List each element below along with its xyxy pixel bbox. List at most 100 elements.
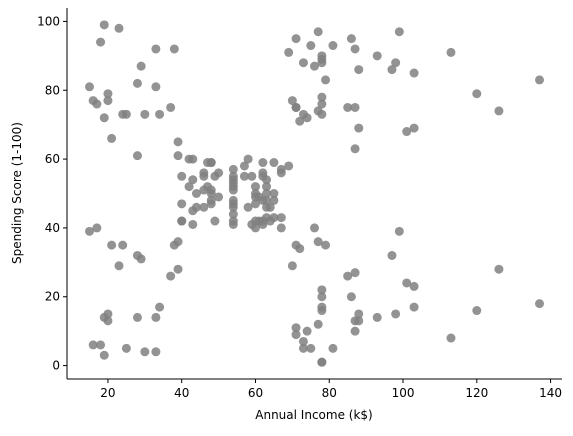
point [118, 240, 128, 250]
point [269, 189, 279, 198]
point [317, 292, 327, 302]
x-tick-label: 120 [465, 386, 488, 400]
point [298, 343, 308, 353]
point [107, 133, 117, 143]
point [96, 37, 106, 47]
point [243, 202, 253, 212]
point [250, 182, 260, 192]
point [228, 164, 238, 174]
point [188, 175, 198, 185]
point [291, 330, 301, 340]
point [391, 58, 401, 68]
point [350, 326, 360, 336]
point [262, 195, 272, 205]
point [409, 302, 419, 312]
y-tick-label: 80 [45, 83, 60, 97]
point [140, 109, 150, 119]
point [151, 312, 161, 322]
point [409, 281, 419, 291]
point [151, 44, 161, 54]
x-tick-label: 40 [174, 386, 189, 400]
point [291, 102, 301, 112]
point [228, 185, 238, 195]
point [302, 326, 312, 336]
point [313, 27, 323, 37]
point [276, 223, 286, 233]
point [321, 240, 331, 250]
point [269, 158, 279, 168]
point [173, 264, 183, 274]
point [402, 278, 412, 288]
point [155, 302, 165, 312]
point [354, 123, 364, 133]
point [317, 285, 327, 295]
point [328, 41, 338, 51]
point [354, 309, 364, 319]
point [310, 61, 319, 71]
point [96, 340, 106, 350]
point [169, 44, 179, 54]
point [177, 171, 187, 181]
point [243, 154, 253, 164]
point [206, 158, 216, 168]
x-tick-label: 80 [322, 386, 337, 400]
point [291, 323, 301, 333]
point [317, 99, 327, 109]
point [287, 261, 297, 271]
point [258, 168, 268, 178]
point [350, 268, 360, 278]
point [114, 261, 124, 271]
x-tick-label: 60 [248, 386, 263, 400]
point [121, 343, 131, 353]
x-tick-label: 140 [539, 386, 562, 400]
point [317, 92, 327, 102]
point [132, 78, 142, 88]
point [177, 199, 187, 209]
point [350, 44, 360, 54]
point [250, 199, 260, 209]
point [107, 240, 117, 250]
point [99, 20, 109, 30]
point [151, 347, 161, 357]
point [446, 47, 456, 57]
point [317, 109, 327, 119]
point [391, 309, 401, 319]
point [494, 264, 504, 274]
point [310, 223, 319, 233]
point [328, 343, 338, 353]
point [85, 226, 94, 236]
point [88, 340, 98, 350]
point [346, 34, 356, 44]
point [291, 34, 301, 44]
point [206, 189, 216, 198]
point [173, 237, 183, 247]
point [269, 213, 279, 223]
point [103, 96, 113, 106]
point [306, 41, 316, 51]
point [287, 96, 297, 106]
point [103, 316, 113, 326]
y-tick-label: 0 [52, 359, 60, 373]
y-tick-label: 40 [45, 221, 60, 235]
point [302, 113, 312, 123]
point [372, 312, 382, 322]
point [402, 127, 412, 137]
point [472, 89, 482, 99]
point [92, 223, 102, 233]
point [136, 254, 146, 264]
point [276, 213, 286, 223]
point [298, 336, 308, 346]
point [228, 209, 238, 219]
point [99, 113, 109, 123]
x-tick-label: 20 [100, 386, 115, 400]
point [269, 195, 279, 205]
point [140, 347, 150, 357]
point [265, 202, 275, 212]
point [446, 333, 456, 343]
point [228, 219, 238, 229]
point [228, 171, 238, 181]
point [155, 109, 165, 119]
point [321, 75, 331, 85]
point [132, 151, 142, 161]
